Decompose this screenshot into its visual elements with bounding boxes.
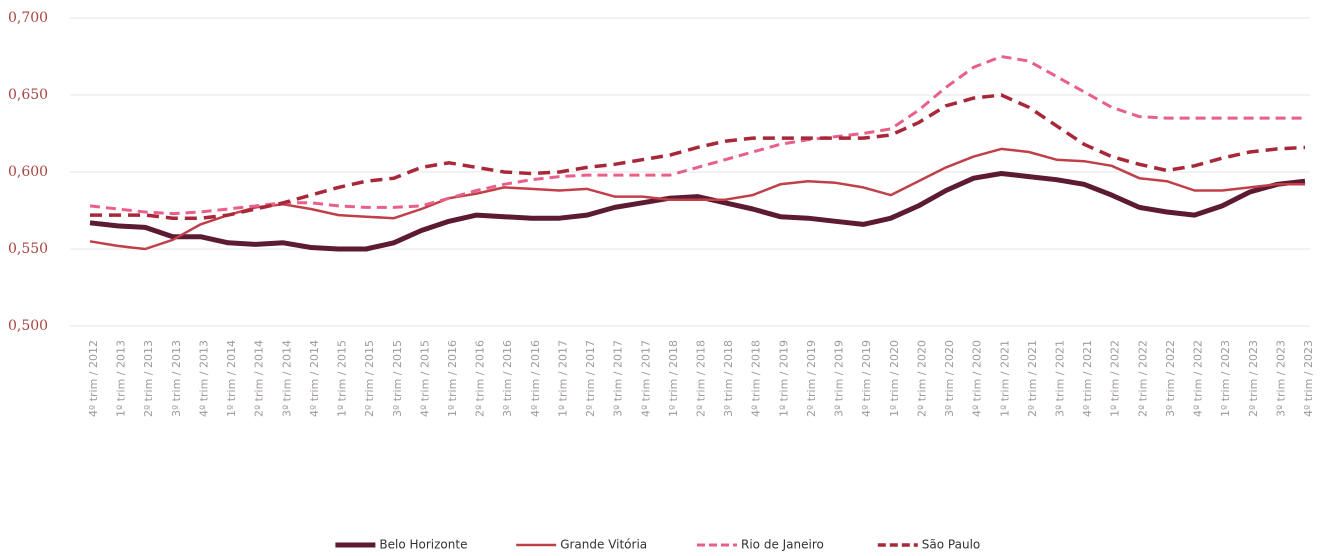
x-tick-label: 1º trim / 2013 <box>115 340 128 417</box>
x-tick-label: 4º trim / 2020 <box>971 340 984 417</box>
x-tick-label: 2º trim / 2019 <box>805 340 818 417</box>
legend-label: Belo Horizonte <box>379 538 467 552</box>
x-tick-label: 1º trim / 2023 <box>1219 340 1232 417</box>
x-tick-label: 1º trim / 2014 <box>225 340 238 417</box>
series-line <box>89 55 1305 216</box>
x-tick-label: 4º trim / 2015 <box>418 340 431 417</box>
series-line <box>89 171 1306 252</box>
x-tick-label: 2º trim / 2014 <box>253 340 266 417</box>
x-tick-label: 4º trim / 2017 <box>639 340 652 417</box>
x-tick-label: 4º trim / 2018 <box>750 340 763 417</box>
x-tick-label: 3º trim / 2022 <box>1164 340 1177 417</box>
y-tick-label: 0,650 <box>8 87 48 103</box>
x-tick-label: 3º trim / 2019 <box>833 340 846 417</box>
x-tick-label: 1º trim / 2020 <box>888 340 901 417</box>
x-tick-label: 1º trim / 2018 <box>667 340 680 417</box>
x-tick-label: 4º trim / 2013 <box>197 340 210 417</box>
x-tick-label: 2º trim / 2016 <box>474 340 487 417</box>
x-tick-label: 2º trim / 2021 <box>1026 340 1039 417</box>
x-tick-label: 1º trim / 2017 <box>556 340 569 417</box>
x-tick-label: 2º trim / 2022 <box>1136 340 1149 417</box>
x-tick-label: 1º trim / 2021 <box>998 340 1011 417</box>
x-tick-label: 2º trim / 2020 <box>915 340 928 417</box>
y-tick-label: 0,700 <box>8 10 48 26</box>
y-tick-label: 0,550 <box>8 241 48 257</box>
x-tick-label: 1º trim / 2019 <box>777 340 790 417</box>
x-tick-label: 4º trim / 2022 <box>1192 340 1205 417</box>
x-tick-label: 4º trim / 2016 <box>529 340 542 417</box>
series-line <box>90 93 1306 220</box>
x-tick-label: 2º trim / 2023 <box>1247 340 1260 417</box>
x-tick-label: 2º trim / 2017 <box>584 340 597 417</box>
legend-label: Grande Vitória <box>560 538 647 552</box>
y-tick-label: 0,600 <box>8 164 48 180</box>
x-tick-label: 3º trim / 2020 <box>943 340 956 417</box>
x-tick-label: 3º trim / 2021 <box>1053 340 1066 417</box>
x-tick-label: 2º trim / 2013 <box>142 340 155 417</box>
y-tick-label: 0,500 <box>8 318 48 334</box>
x-tick-label: 3º trim / 2013 <box>170 340 183 417</box>
x-tick-label: 3º trim / 2016 <box>501 340 514 417</box>
x-tick-label: 4º trim / 2023 <box>1302 340 1315 417</box>
x-tick-label: 4º trim / 2021 <box>1081 340 1094 417</box>
legend-label: São Paulo <box>922 538 980 552</box>
x-tick-label: 2º trim / 2015 <box>363 340 376 417</box>
x-tick-label: 1º trim / 2022 <box>1109 340 1122 417</box>
x-tick-label: 4º trim / 2019 <box>860 340 873 417</box>
x-tick-label: 4º trim / 2012 <box>87 340 100 417</box>
x-tick-label: 4º trim / 2014 <box>308 340 321 417</box>
x-tick-label: 3º trim / 2017 <box>612 340 625 417</box>
x-tick-label: 3º trim / 2014 <box>280 340 293 417</box>
x-tick-label: 3º trim / 2018 <box>722 340 735 417</box>
x-tick-label: 1º trim / 2015 <box>336 340 349 417</box>
x-tick-label: 3º trim / 2023 <box>1274 340 1287 417</box>
x-tick-label: 2º trim / 2018 <box>695 340 708 417</box>
x-tick-label: 3º trim / 2015 <box>391 340 404 417</box>
x-tick-label: 1º trim / 2016 <box>446 340 459 417</box>
legend-label: Rio de Janeiro <box>741 538 824 552</box>
series-line <box>89 147 1305 251</box>
